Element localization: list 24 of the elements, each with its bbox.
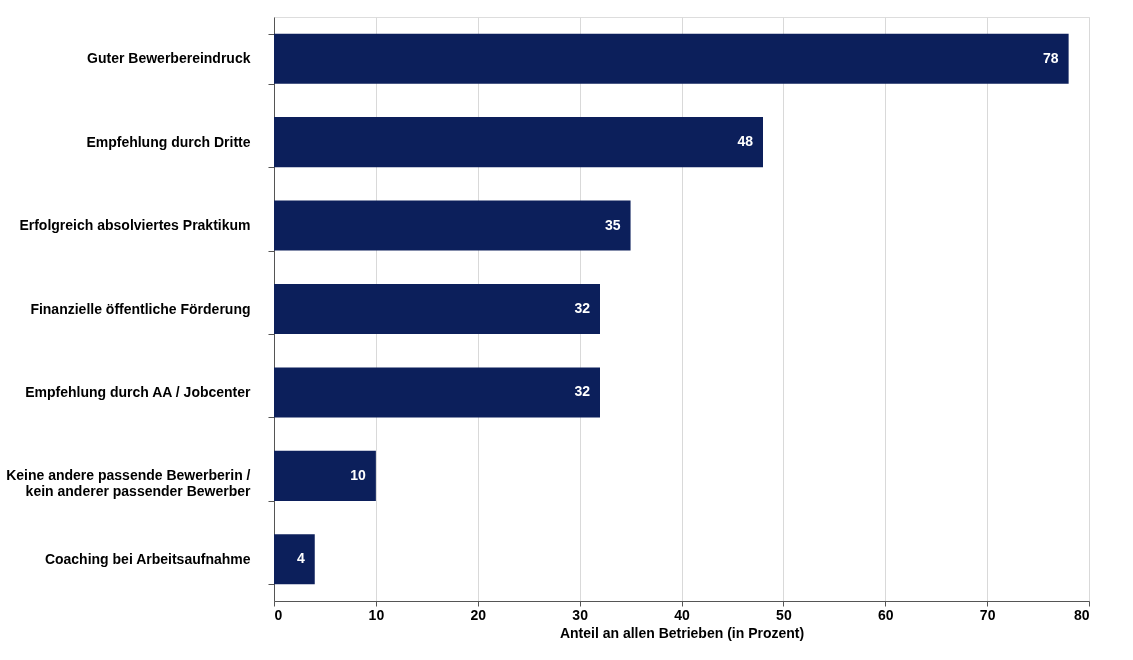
data-label: 10	[350, 466, 367, 483]
y-tick-label: Empfehlung durch AA / Jobcenter	[25, 383, 252, 400]
x-tick-label: 70	[979, 606, 996, 623]
x-tick-label: 60	[877, 606, 894, 623]
x-tick-label: 10	[368, 606, 385, 623]
x-tick-label: 40	[674, 606, 690, 623]
data-label: 35	[604, 216, 621, 233]
y-tick-label: Empfehlung durch Dritte	[86, 133, 251, 150]
x-tick-label: 0	[274, 606, 283, 623]
data-label: 32	[574, 383, 591, 400]
y-tick-label: Keine andere passende Bewerberin / kein anderer passender Bewerber	[6, 467, 252, 500]
x-tick-label: 20	[470, 606, 487, 623]
data-label: 4	[296, 550, 305, 567]
x-tick-label: 30	[572, 606, 589, 623]
y-tick-label: Erfolgreich absolviertes Praktikum	[19, 217, 251, 234]
data-label: 78	[1043, 49, 1059, 66]
x-axis-title: Anteil an allen Betrieben (in Prozent)	[559, 624, 805, 641]
data-label: 48	[737, 133, 754, 150]
x-tick-label: 50	[776, 606, 792, 623]
y-tick-label: Guter Bewerbereindruck	[87, 50, 251, 67]
y-tick-label: Finanzielle öffentliche Förderung	[30, 300, 251, 317]
x-tick-label: 80	[1073, 606, 1090, 623]
data-label: 32	[574, 300, 591, 316]
y-tick-label: Coaching bei Arbeitsaufnahme	[44, 550, 251, 567]
